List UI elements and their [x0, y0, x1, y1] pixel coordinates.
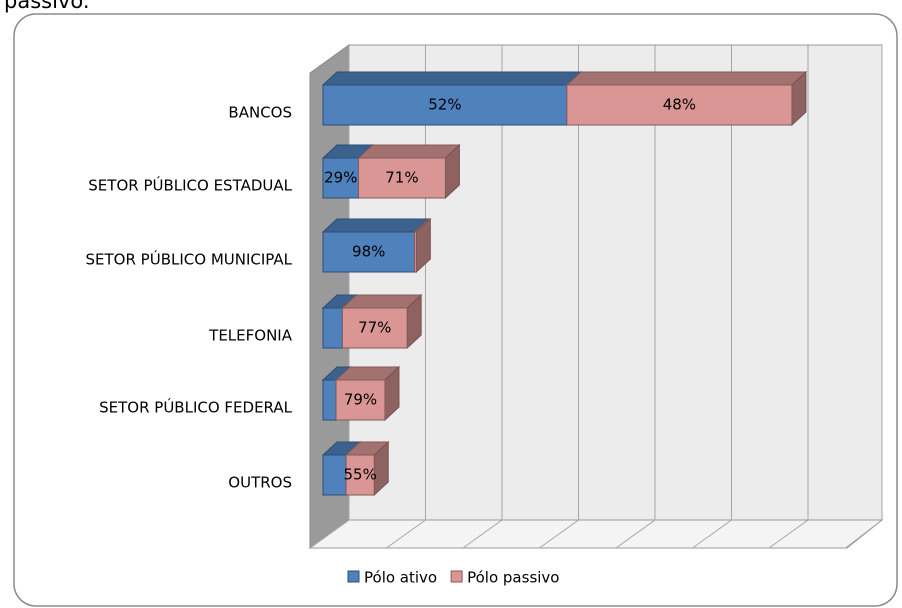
value-label: 77%: [358, 319, 391, 337]
bar: [345, 454, 375, 496]
grid-line: [462, 45, 503, 549]
legend-swatch: [347, 570, 360, 583]
grid-line: [768, 45, 809, 549]
category-label: SETOR PÚBLICO MUNICIPAL: [86, 250, 293, 269]
bar: [322, 157, 359, 199]
value-label: 29%: [324, 169, 357, 187]
bar-top: [321, 218, 430, 233]
bar: [413, 231, 417, 273]
legend-swatch: [450, 570, 463, 583]
bar: [357, 157, 446, 199]
bar: [566, 84, 793, 126]
bar: [322, 231, 415, 273]
grid-line: [845, 45, 883, 549]
category-label: BANCOS: [228, 104, 292, 122]
caption-fragment: passivo.: [4, 0, 90, 13]
value-label: 55%: [343, 466, 376, 484]
value-label: 48%: [663, 96, 696, 114]
bar-top: [565, 71, 808, 86]
legend-label: Pólo passivo: [467, 569, 559, 587]
bar: [341, 307, 408, 349]
bar: [322, 84, 568, 126]
bar-top: [357, 144, 461, 159]
value-label: 79%: [344, 391, 377, 409]
value-label: 98%: [352, 243, 385, 261]
category-label: TELEFONIA: [208, 327, 293, 345]
bar: [335, 379, 386, 421]
grid-line: [615, 45, 656, 549]
grid-line: [386, 45, 426, 549]
category-label: OUTROS: [228, 474, 292, 492]
bar-top: [321, 71, 583, 86]
bar: [322, 379, 337, 421]
value-label: 71%: [385, 169, 418, 187]
bar: [322, 307, 343, 349]
category-label: SETOR PÚBLICO FEDERAL: [99, 398, 293, 417]
grid-line: [539, 45, 579, 549]
legend-label: Pólo ativo: [364, 569, 437, 587]
grid-line: [692, 45, 732, 549]
category-label: SETOR PÚBLICO ESTADUAL: [88, 176, 292, 195]
value-label: 52%: [428, 96, 461, 114]
floor: [308, 519, 884, 549]
grid-line: [309, 45, 350, 549]
